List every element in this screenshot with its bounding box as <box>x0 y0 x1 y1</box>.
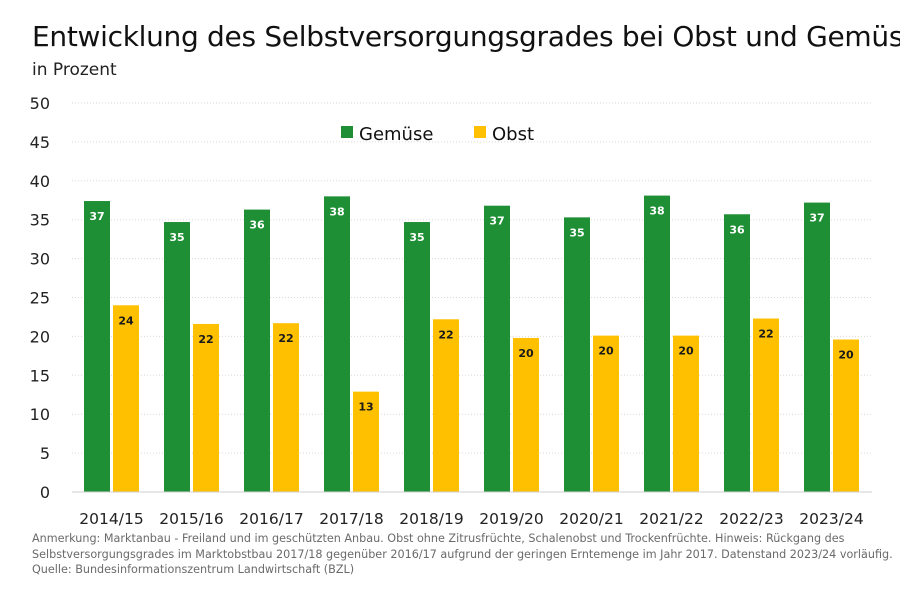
data-label-gemuese: 37 <box>489 215 504 228</box>
data-label-obst: 20 <box>838 349 854 362</box>
y-tick-label: 45 <box>30 133 50 152</box>
data-label-obst: 22 <box>438 328 453 341</box>
bar-gemuese <box>724 214 750 492</box>
note-line-3: Quelle: Bundesinformationszentrum Landwi… <box>32 563 355 576</box>
bar-obst <box>753 318 779 492</box>
data-label-obst: 20 <box>598 345 614 358</box>
y-tick-label: 40 <box>30 172 50 191</box>
x-tick-label: 2015/16 <box>159 510 223 528</box>
chart-subtitle: in Prozent <box>32 60 117 80</box>
data-label-gemuese: 37 <box>809 212 824 225</box>
data-label-gemuese: 38 <box>649 205 664 218</box>
data-label-gemuese: 38 <box>329 205 344 218</box>
data-label-obst: 24 <box>118 314 134 327</box>
bar-obst <box>673 335 699 492</box>
chart-notes: Anmerkung: Marktanbau - Freiland und im … <box>32 531 893 578</box>
x-tick-label: 2019/20 <box>479 510 543 528</box>
bar-gemuese <box>804 202 830 493</box>
bar-gemuese <box>324 196 350 493</box>
y-tick-label: 30 <box>30 250 50 269</box>
bar-obst <box>273 323 299 492</box>
data-label-gemuese: 37 <box>89 210 104 223</box>
y-tick-label: 20 <box>30 327 50 346</box>
data-label-gemuese: 35 <box>569 226 584 239</box>
chart-title: Entwicklung des Selbstversorgungsgrades … <box>32 20 900 53</box>
data-label-obst: 20 <box>678 345 694 358</box>
bar-gemuese <box>244 209 270 492</box>
data-label-gemuese: 36 <box>249 219 265 232</box>
note-line-2: Selbstversorgungsgrades im Marktobstbau … <box>32 547 893 561</box>
bar-gemuese <box>84 201 110 492</box>
bar-obst <box>833 339 859 492</box>
y-tick-label: 50 <box>30 94 50 113</box>
y-tick-label: 35 <box>30 211 50 230</box>
bar-obst <box>593 335 619 492</box>
x-tick-label: 2023/24 <box>799 510 863 528</box>
data-label-gemuese: 35 <box>169 231 184 244</box>
data-label-gemuese: 36 <box>729 223 745 236</box>
x-tick-label: 2022/23 <box>719 510 783 528</box>
data-label-obst: 20 <box>518 347 534 360</box>
legend-swatch-gemuese <box>341 126 353 138</box>
bar-obst <box>433 319 459 492</box>
bar-obst <box>353 391 379 492</box>
x-tick-label: 2017/18 <box>319 510 383 528</box>
bar-obst <box>513 337 539 492</box>
bar-gemuese <box>564 217 590 492</box>
x-tick-label: 2018/19 <box>399 510 463 528</box>
y-tick-label: 25 <box>30 289 50 308</box>
bar-gemuese <box>164 222 190 492</box>
y-tick-label: 15 <box>30 366 50 385</box>
data-label-obst: 22 <box>758 328 773 341</box>
legend-label-gemuese: Gemüse <box>359 124 433 145</box>
x-tick-label: 2014/15 <box>79 510 143 528</box>
data-label-obst: 22 <box>198 333 213 346</box>
bar-gemuese <box>644 195 670 492</box>
x-tick-label: 2020/21 <box>559 510 623 528</box>
bar-chart: 0 5 10 15 20 25 30 35 40 45 50 37 24 2014/15 35 22 2015/… <box>30 94 872 528</box>
bar-obst <box>193 323 219 492</box>
note-line-1: Anmerkung: Marktanbau - Freiland und im … <box>32 532 845 545</box>
x-tick-label: 2021/22 <box>639 510 703 528</box>
bar-gemuese <box>484 205 510 493</box>
y-tick-label: 0 <box>40 483 50 502</box>
bar-gemuese <box>404 222 430 492</box>
data-label-obst: 22 <box>278 332 293 345</box>
x-tick-label: 2016/17 <box>239 510 303 528</box>
bar-obst <box>113 305 139 492</box>
y-tick-label: 10 <box>30 405 50 424</box>
legend-swatch-obst <box>474 126 486 138</box>
y-tick-label: 5 <box>40 444 50 463</box>
data-label-obst: 13 <box>358 401 373 414</box>
data-label-gemuese: 35 <box>409 231 424 244</box>
legend-label-obst: Obst <box>492 124 534 145</box>
